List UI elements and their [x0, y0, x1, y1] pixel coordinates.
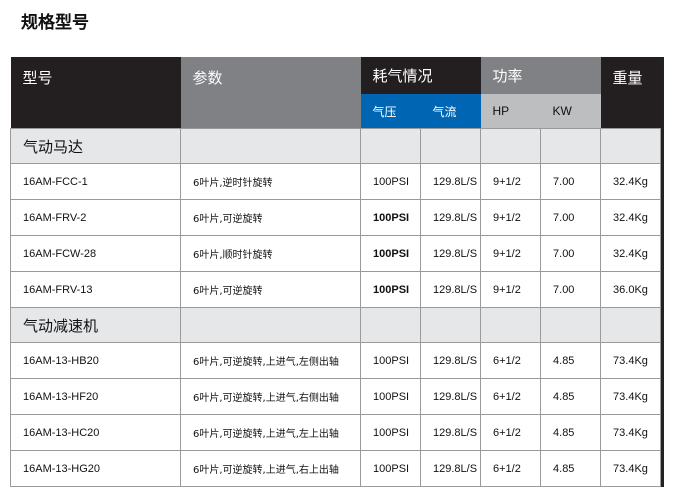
category-cell	[419, 307, 482, 343]
cell-pressure: 100PSI	[360, 342, 421, 379]
category-cell	[360, 307, 421, 343]
cell-hp: 9+1/2	[480, 163, 542, 200]
cell-hp: 9+1/2	[480, 271, 542, 308]
cell-hp: 6+1/2	[480, 342, 542, 379]
cell-flow: 129.8L/S	[419, 271, 482, 308]
category-cell	[540, 128, 602, 164]
table-row: 16AM-FCW-28 6叶片,顺时针旋转 100PSI 129.8L/S 9+1/2 7…	[10, 235, 662, 272]
cell-model: 16AM-FRV-13	[10, 271, 181, 308]
cell-pressure: 100PSI	[360, 378, 421, 415]
category-cell	[180, 128, 361, 164]
table-row: 16AM-FRV-13 6叶片,可逆旋转 100PSI 129.8L/S 9+1/2 7.…	[10, 271, 662, 308]
category-cell	[480, 128, 542, 164]
cell-flow: 129.8L/S	[419, 378, 482, 415]
cell-model: 16AM-13-HF20	[10, 378, 181, 415]
cell-weight: 32.4Kg	[600, 235, 662, 272]
category-cell	[419, 128, 482, 164]
cell-pressure: 100PSI	[360, 163, 421, 200]
spec-table-container: 型号 参数 耗气情况 功率 重量 气压 气流 HP KW 气动马达 16AM-FC…	[10, 57, 662, 487]
cell-model: 16AM-FCW-28	[10, 235, 181, 272]
cell-kw: 4.85	[540, 378, 602, 415]
header-params: 参数	[180, 57, 361, 129]
cell-weight: 73.4Kg	[600, 414, 662, 451]
category-cell	[360, 128, 421, 164]
table-row: 16AM-13-HF20 6叶片,可逆旋转,上进气,右侧出轴 100PSI 129.8…	[10, 378, 662, 415]
cell-hp: 6+1/2	[480, 414, 542, 451]
cell-params: 6叶片,可逆旋转,上进气,左侧出轴	[180, 342, 361, 379]
cell-hp: 9+1/2	[480, 199, 542, 236]
cell-model: 16AM-13-HB20	[10, 342, 181, 379]
category-name: 气动马达	[10, 128, 181, 164]
cell-params: 6叶片,逆时针旋转	[180, 163, 361, 200]
table-row: 16AM-FRV-2 6叶片,可逆旋转 100PSI 129.8L/S 9+1/2 7.0…	[10, 199, 662, 236]
cell-kw: 7.00	[540, 163, 602, 200]
header-model: 型号	[10, 57, 181, 129]
cell-flow: 129.8L/S	[419, 342, 482, 379]
header-power: 功率	[480, 57, 601, 94]
cell-model: 16AM-FRV-2	[10, 199, 181, 236]
page-title: 规格型号	[21, 13, 89, 33]
cell-params: 6叶片,顺时针旋转	[180, 235, 361, 272]
cell-params: 6叶片,可逆旋转	[180, 271, 361, 308]
cell-kw: 4.85	[540, 342, 602, 379]
cell-flow: 129.8L/S	[419, 163, 482, 200]
cell-pressure: 100PSI	[360, 235, 421, 272]
cell-flow: 129.8L/S	[419, 199, 482, 236]
category-cell	[480, 307, 542, 343]
cell-params: 6叶片,可逆旋转,上进气,右上出轴	[180, 450, 361, 487]
cell-kw: 4.85	[540, 450, 602, 487]
cell-weight: 73.4Kg	[600, 342, 662, 379]
table-row: 16AM-13-HB20 6叶片,可逆旋转,上进气,左侧出轴 100PSI 129.8…	[10, 342, 662, 379]
table-row: 16AM-FCC-1 6叶片,逆时针旋转 100PSI 129.8L/S 9+1/2 7.…	[10, 163, 662, 200]
cell-weight: 32.4Kg	[600, 163, 662, 200]
cell-params: 6叶片,可逆旋转,上进气,右侧出轴	[180, 378, 361, 415]
category-cell	[540, 307, 602, 343]
cell-model: 16AM-13-HC20	[10, 414, 181, 451]
category-row: 气动马达	[10, 128, 662, 164]
cell-hp: 6+1/2	[480, 450, 542, 487]
cell-hp: 6+1/2	[480, 378, 542, 415]
category-row: 气动减速机	[10, 307, 662, 343]
table-row: 16AM-13-HG20 6叶片,可逆旋转,上进气,右上出轴 100PSI 129.8…	[10, 450, 662, 487]
cell-model: 16AM-FCC-1	[10, 163, 181, 200]
cell-weight: 32.4Kg	[600, 199, 662, 236]
category-cell	[600, 307, 662, 343]
header-row-2: 气压 气流 HP KW	[11, 94, 661, 129]
cell-params: 6叶片,可逆旋转	[180, 199, 361, 236]
cell-kw: 7.00	[540, 235, 602, 272]
category-cell	[180, 307, 361, 343]
header-air: 耗气情况	[360, 57, 481, 94]
cell-hp: 9+1/2	[480, 235, 542, 272]
cell-weight: 36.0Kg	[600, 271, 662, 308]
header-row-1: 型号 参数 耗气情况 功率 重量	[10, 57, 661, 129]
cell-kw: 7.00	[540, 199, 602, 236]
cell-pressure: 100PSI	[360, 199, 421, 236]
cell-kw: 4.85	[540, 414, 602, 451]
header-flow: 气流	[420, 94, 481, 129]
header-pressure: 气压	[360, 94, 421, 129]
cell-weight: 73.4Kg	[600, 378, 662, 415]
cell-model: 16AM-13-HG20	[10, 450, 181, 487]
cell-flow: 129.8L/S	[419, 235, 482, 272]
header-hp: HP	[480, 94, 541, 129]
category-name: 气动减速机	[10, 307, 181, 343]
cell-weight: 73.4Kg	[600, 450, 662, 487]
cell-params: 6叶片,可逆旋转,上进气,左上出轴	[180, 414, 361, 451]
spec-table: 型号 参数 耗气情况 功率 重量 气压 气流 HP KW 气动马达 16AM-FC…	[10, 57, 662, 487]
cell-pressure: 100PSI	[360, 450, 421, 487]
category-cell	[600, 128, 662, 164]
cell-kw: 7.00	[540, 271, 602, 308]
header-weight: 重量	[600, 57, 661, 129]
cell-flow: 129.8L/S	[419, 414, 482, 451]
header-kw: KW	[540, 94, 601, 129]
table-row: 16AM-13-HC20 6叶片,可逆旋转,上进气,左上出轴 100PSI 129.8…	[10, 414, 662, 451]
cell-pressure: 100PSI	[360, 271, 421, 308]
cell-flow: 129.8L/S	[419, 450, 482, 487]
cell-pressure: 100PSI	[360, 414, 421, 451]
